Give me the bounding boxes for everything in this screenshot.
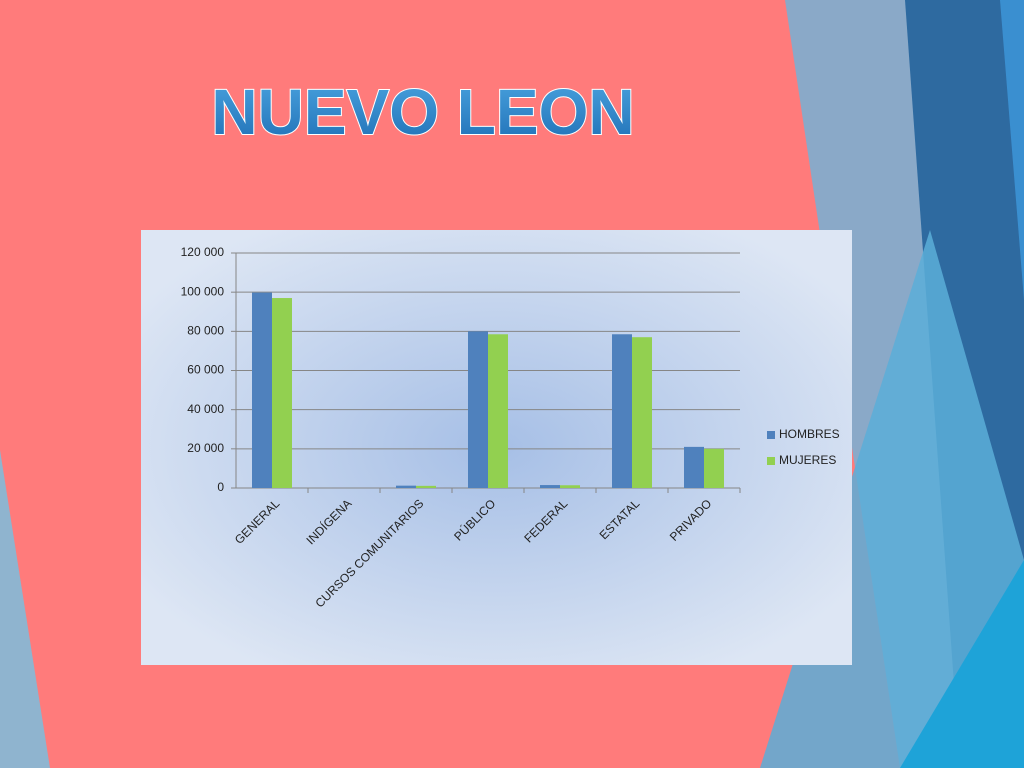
bar — [416, 485, 436, 488]
decor — [1000, 0, 1024, 300]
decor — [0, 450, 50, 768]
y-tick-label: 120 000 — [181, 245, 225, 259]
legend-swatch — [767, 431, 775, 439]
bar — [612, 334, 632, 488]
y-tick-label: 80 000 — [187, 324, 224, 338]
y-tick-label: 0 — [217, 480, 224, 494]
bar — [488, 334, 508, 488]
bar — [684, 446, 704, 488]
legend-swatch — [767, 457, 775, 465]
bar — [632, 337, 652, 488]
decor — [900, 560, 1024, 768]
bar — [540, 485, 560, 488]
legend-label: HOMBRES — [779, 427, 840, 441]
bar — [252, 292, 272, 488]
bar — [272, 298, 292, 488]
bar — [704, 448, 724, 488]
legend-label: MUJERES — [779, 453, 836, 467]
y-tick-label: 20 000 — [187, 441, 224, 455]
chart-title: NUEVO LEON — [211, 76, 634, 148]
bar — [468, 331, 488, 488]
y-tick-label: 60 000 — [187, 363, 224, 377]
bar — [560, 485, 580, 488]
y-tick-label: 40 000 — [187, 402, 224, 416]
bar — [396, 485, 416, 488]
y-tick-label: 100 000 — [181, 284, 225, 298]
